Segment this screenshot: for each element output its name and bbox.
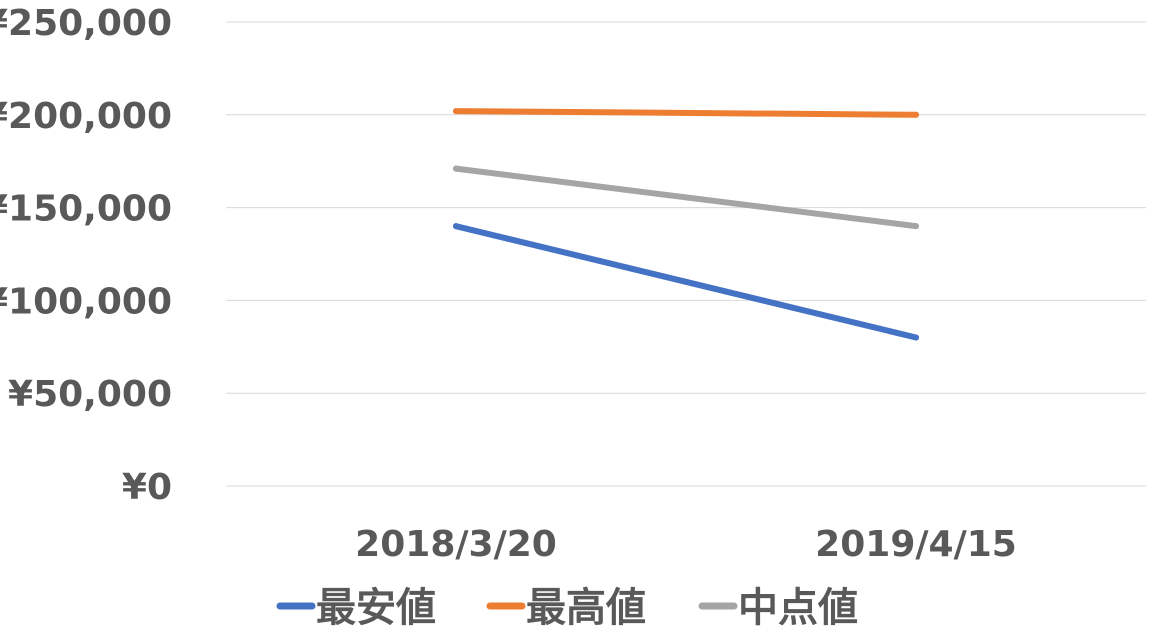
- legend-label: 中点値: [738, 585, 858, 631]
- data-point: [453, 108, 459, 115]
- data-point: [453, 223, 459, 230]
- data-point: [913, 334, 919, 341]
- y-axis-tick-labels: ¥0 ¥50,000 ¥100,000 ¥150,000 ¥200,000 ¥250,00…: [0, 3, 172, 508]
- data-point: [913, 223, 919, 230]
- gridlines: [226, 21, 1146, 487]
- series-line-3: [453, 165, 919, 230]
- legend-item-3[interactable]: 中点値: [698, 585, 858, 631]
- x-tick-label: 2019/4/15: [815, 524, 1017, 565]
- series-lines: [453, 108, 919, 341]
- y-tick-label: ¥50,000: [8, 374, 172, 415]
- legend-item-2[interactable]: 最高値: [486, 585, 646, 631]
- series-line-2: [453, 108, 919, 118]
- legend-label: 最高値: [526, 585, 646, 631]
- legend-label: 最安値: [316, 585, 436, 631]
- x-tick-label: 2018/3/20: [355, 524, 557, 565]
- y-tick-label: ¥200,000: [0, 96, 172, 137]
- y-tick-label: ¥250,000: [0, 3, 172, 44]
- x-axis-tick-labels: 2018/3/20 2019/4/15: [355, 524, 1017, 565]
- data-point: [453, 165, 459, 172]
- y-tick-label: ¥100,000: [0, 281, 172, 322]
- data-point: [913, 111, 919, 118]
- series-line-1: [453, 223, 919, 341]
- y-tick-label: ¥0: [122, 467, 172, 508]
- y-tick-label: ¥150,000: [0, 189, 172, 230]
- legend-item-1[interactable]: 最安値: [276, 585, 436, 631]
- legend: 最安値 最高値 中点値: [276, 585, 858, 631]
